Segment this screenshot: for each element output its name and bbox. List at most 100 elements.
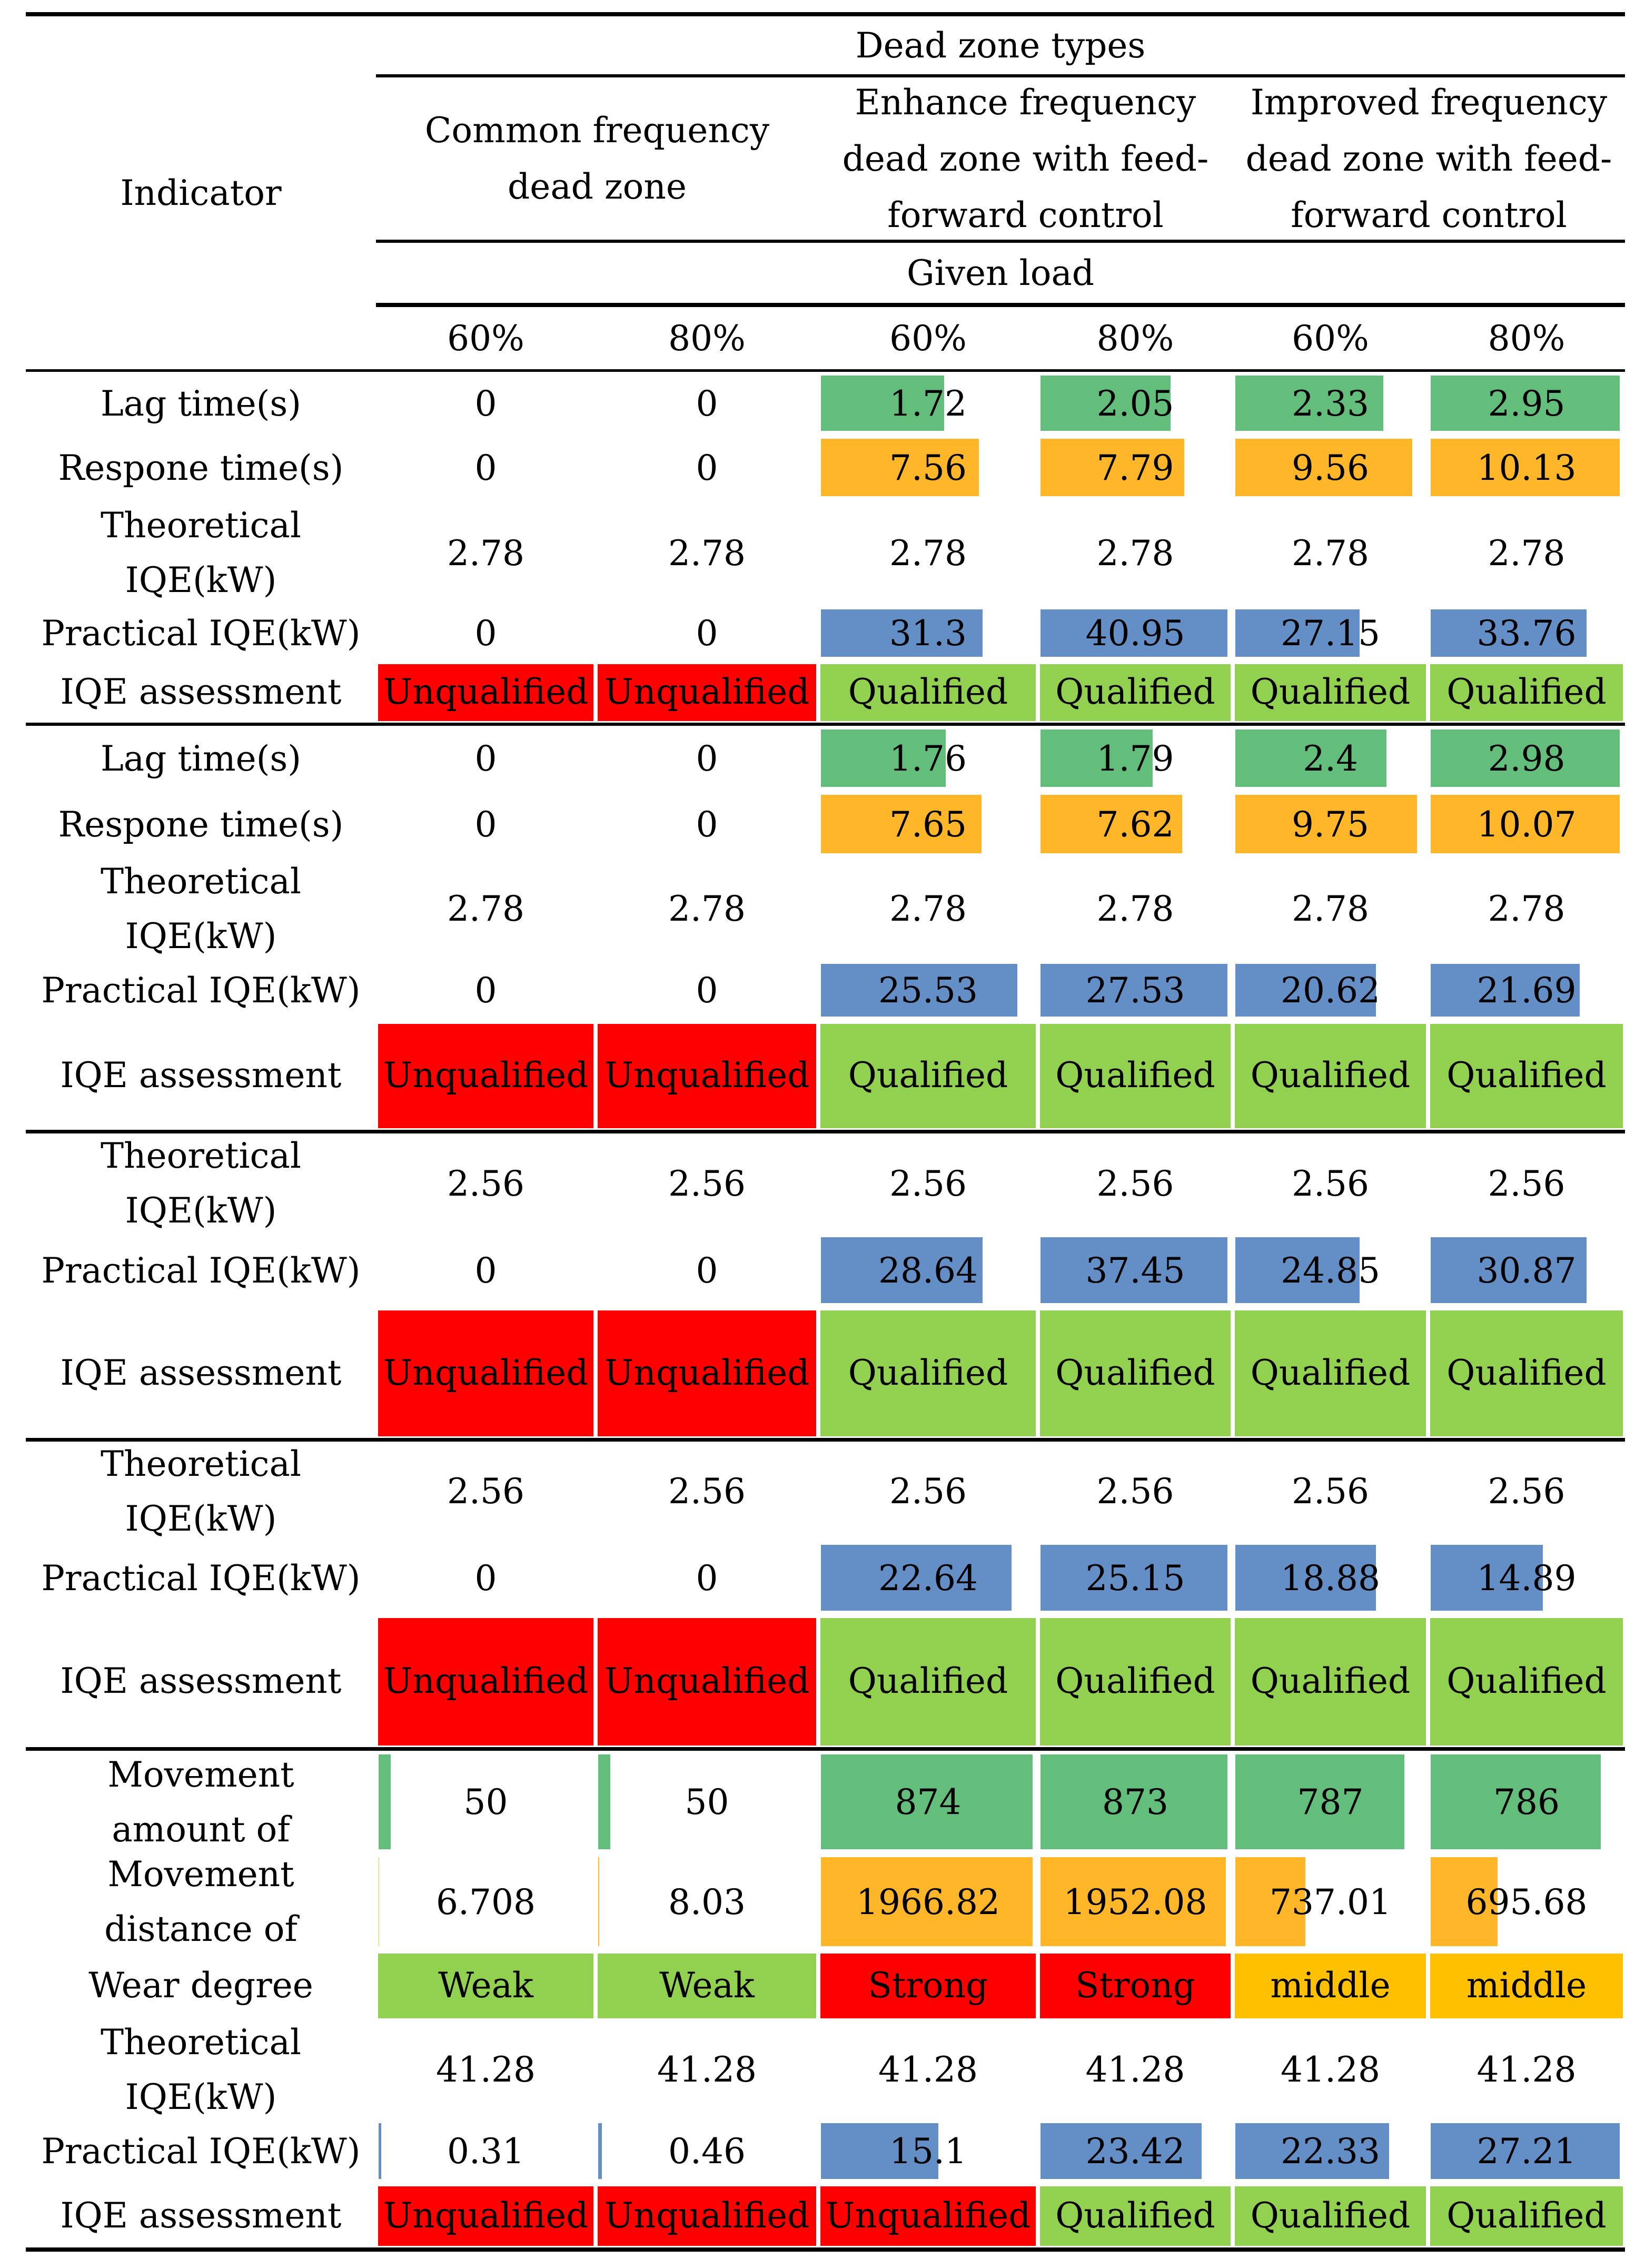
cell-value: 27.21 [1476,2131,1577,2172]
table-section: Lag time(s) 0 0 1.72 2.05 2.33 2.95 Respone tim… [26,372,1625,726]
cell-value: 1966.82 [856,1881,1000,1922]
cell-value: Unqualified [383,672,589,712]
indicator-cell: IQE assessment [26,661,376,723]
data-bar [1040,964,1227,1017]
load-cell: 80% [1096,318,1174,359]
cell-value: Qualified [1055,1661,1215,1701]
assessment-fill [1235,1310,1426,1436]
cell-value: 2.56 [1292,1471,1369,1512]
load-cell: 60% [889,318,967,359]
movement-amount-of-row: Movement amount of 50 50 874 873 787 786 [26,1751,1625,1853]
iqe-assessment-cell: Qualified [1233,1615,1428,1747]
movement-amount-of-cell: 50 [376,1751,596,1853]
data-bar [821,1754,1033,1849]
respone-time-s-cell: 0 [376,435,596,500]
assessment-fill [820,1618,1036,1746]
assessment-fill [1430,1024,1623,1128]
data-bar [598,1857,599,1946]
cell-value: Qualified [1446,1661,1607,1701]
lag-time-s-cell: 0 [376,372,596,435]
assessment-fill [1430,2186,1623,2246]
theoretical-iqe-kw-cell: 2.78 [818,857,1038,960]
cell-value: 786 [1493,1782,1560,1822]
respone-time-s-cell: 9.56 [1233,435,1428,500]
iqe-assessment-cell: Qualified [1428,1021,1625,1130]
cell-value: 1.72 [889,383,967,424]
wear-degree-cell: Weak [376,1950,596,2020]
assessment-fill [1040,1954,1231,2018]
practical-iqe-kw-row: Practical IQE(kW) 0 0 22.64 25.15 18.88 14.89 [26,1541,1625,1615]
common-frequency-dead-zone-header: Common frequency dead zone [376,77,818,240]
cell-value: 41.28 [878,2049,978,2090]
theoretical-iqe-kw-cell: 41.28 [1428,2020,1625,2119]
data-bar [1431,1545,1543,1611]
cell-value: Weak [438,1965,533,2006]
cell-value: Qualified [1446,2195,1607,2236]
practical-iqe-kw-cell: 20.62 [1233,960,1428,1021]
lag-time-s-cell: 1.79 [1038,726,1233,791]
assessment-fill [1430,664,1623,721]
indicator-column-header: Indicator [26,16,376,369]
cell-value: middle [1466,1965,1587,2006]
assessment-fill [1430,1618,1623,1746]
theoretical-iqe-kw-row: Theoretical IQE(kW) 2.56 2.56 2.56 2.56 2.56 2.… [26,1133,1625,1234]
indicator-cell: IQE assessment [26,2183,376,2247]
respone-time-s-cell: 0 [596,435,818,500]
assessment-fill [1235,1954,1426,2018]
cell-value: 24.85 [1281,1250,1380,1291]
indicator-label: Theoretical [101,1443,301,1484]
cell-value: Qualified [1250,2195,1411,2236]
theoretical-iqe-kw-row: Theoretical IQE(kW) 41.28 41.28 41.28 41.28 41… [26,2020,1625,2119]
cell-value: 0 [474,447,497,488]
header-line: forward control [887,194,1164,235]
theoretical-iqe-kw-cell: 2.78 [1428,857,1625,960]
indicator-cell: IQE assessment [26,1615,376,1747]
data-bar [1431,376,1620,431]
data-bar [1040,609,1227,657]
assessment-fill [598,1954,816,2018]
iqe-assessment-cell: Unqualified [376,1307,596,1438]
assessment-fill [820,664,1036,721]
cell-value: 41.28 [1085,2049,1185,2090]
indicator-cell: Theoretical IQE(kW) [26,1442,376,1541]
cell-value: Unqualified [604,672,810,712]
cell-value: 2.78 [889,533,967,574]
theoretical-iqe-kw-cell: 2.56 [818,1442,1038,1541]
improved-frequency-dead-zone-header: Improved frequency dead zone with feed- … [1233,77,1625,240]
cell-value: 28.64 [878,1250,978,1291]
table-section: Lag time(s) 0 0 1.76 1.79 2.4 2.98 Respone time… [26,726,1625,1133]
assessment-fill [598,664,816,721]
cell-value: 2.56 [1096,1471,1174,1512]
indicator-label: amount of [112,1809,290,1850]
respone-time-s-cell: 7.65 [818,791,1038,857]
practical-iqe-kw-cell: 0 [376,960,596,1021]
indicator-label: Theoretical [101,861,301,902]
iqe-assessment-cell: Unqualified [376,1021,596,1130]
cell-value: 10.13 [1476,447,1577,488]
indicator-cell: Lag time(s) [26,372,376,435]
iqe-assessment-row: IQE assessment Unqualified Unqualified Qual… [26,1615,1625,1747]
practical-iqe-kw-row: Practical IQE(kW) 0.31 0.46 15.1 23.42 22.33 2… [26,2119,1625,2183]
movement-distance-of-cell: 1952.08 [1038,1853,1233,1950]
data-bar [1235,609,1360,657]
indicator-cell: Movement amount of [26,1751,376,1853]
cell-value: Qualified [1446,1055,1607,1096]
data-bar [1040,795,1182,853]
cell-value: 2.56 [889,1471,967,1512]
assessment-fill [378,1618,593,1746]
cell-value: 0 [474,738,497,779]
indicator-label: Wear degree [88,1965,313,2006]
data-bar [1235,439,1412,496]
respone-time-s-cell: 0 [596,791,818,857]
cell-value: 20.62 [1281,970,1380,1011]
data-bar [1235,1545,1376,1611]
theoretical-iqe-kw-cell: 2.78 [596,857,818,960]
movement-amount-of-cell: 874 [818,1751,1038,1853]
respone-time-s-cell: 9.75 [1233,791,1428,857]
cell-value: 14.89 [1476,1557,1577,1599]
data-bar [821,376,945,431]
assessment-fill [1040,2186,1231,2246]
theoretical-iqe-kw-cell: 2.78 [1038,857,1233,960]
theoretical-iqe-kw-cell: 2.56 [1428,1442,1625,1541]
cell-value: 7.56 [889,447,967,488]
